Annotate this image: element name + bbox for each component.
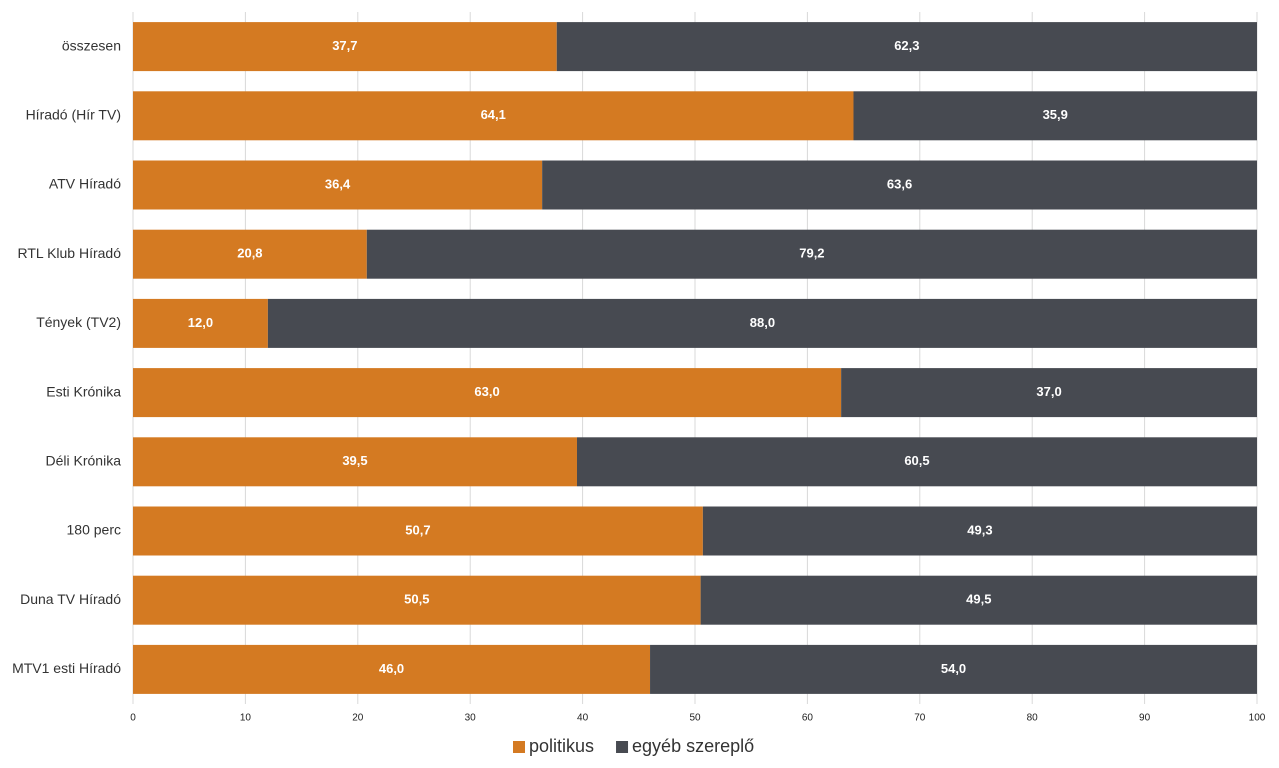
y-tick-label: Híradó (Hír TV): [26, 107, 121, 123]
y-tick-label: MTV1 esti Híradó: [12, 660, 121, 676]
value-label: 54,0: [941, 661, 966, 676]
value-label: 36,4: [325, 176, 351, 191]
value-label: 35,9: [1043, 107, 1068, 122]
bar-segment: [542, 160, 1257, 210]
bar-segment: [133, 644, 651, 694]
value-label: 60,5: [904, 453, 929, 468]
legend-swatch: [616, 741, 629, 753]
value-label: 20,8: [237, 246, 262, 261]
y-tick-label: RTL Klub Híradó: [18, 245, 122, 261]
x-tick-label: 60: [802, 713, 814, 724]
y-tick-label: összesen: [62, 37, 121, 53]
bar-segment: [576, 437, 1257, 487]
x-tick-label: 100: [1249, 713, 1266, 724]
value-label: 62,3: [894, 38, 919, 53]
value-label: 46,0: [379, 661, 404, 676]
x-tick-label: 20: [352, 713, 364, 724]
bar-segment: [133, 298, 268, 348]
bar-segment: [366, 229, 1257, 279]
value-label: 79,2: [799, 246, 824, 261]
y-tick-label: Déli Krónika: [46, 453, 122, 469]
bar-segment: [133, 575, 701, 625]
bar-segment: [267, 298, 1257, 348]
x-tick-label: 10: [240, 713, 252, 724]
x-tick-label: 70: [914, 713, 926, 724]
value-label: 50,5: [404, 592, 429, 607]
legend-label: politikus: [529, 736, 594, 756]
y-tick-label: Tények (TV2): [36, 314, 121, 330]
x-tick-label: 30: [465, 713, 477, 724]
bar-segment: [133, 229, 367, 279]
x-tick-label: 40: [577, 713, 589, 724]
bar-segment: [702, 506, 1257, 556]
value-label: 49,3: [967, 522, 992, 537]
y-tick-label: ATV Híradó: [49, 176, 121, 192]
value-label: 39,5: [342, 453, 367, 468]
bar-segment: [133, 368, 842, 418]
value-label: 12,0: [188, 315, 213, 330]
bar-segment: [700, 575, 1257, 625]
y-tick-label: Esti Krónika: [46, 383, 121, 399]
x-tick-label: 90: [1139, 713, 1151, 724]
value-label: 50,7: [405, 522, 430, 537]
value-label: 63,6: [887, 176, 912, 191]
bar-segment: [650, 644, 1257, 694]
value-label: 37,7: [332, 38, 357, 53]
value-label: 49,5: [966, 592, 991, 607]
x-tick-label: 50: [689, 713, 701, 724]
x-tick-label: 0: [130, 713, 136, 724]
bar-segment: [133, 506, 703, 556]
y-tick-label: Duna TV Híradó: [20, 591, 121, 607]
legend-swatch: [513, 741, 525, 753]
value-label: 37,0: [1036, 384, 1061, 399]
legend-label: egyéb szereplő: [632, 736, 754, 756]
bar-segment: [133, 22, 557, 72]
value-label: 63,0: [474, 384, 499, 399]
bar-segment: [853, 91, 1257, 141]
bar-segment: [556, 22, 1257, 72]
bar-segment: [841, 368, 1257, 418]
x-tick-label: 80: [1027, 713, 1039, 724]
bar-segment: [133, 91, 854, 141]
value-label: 64,1: [481, 107, 506, 122]
value-label: 88,0: [750, 315, 775, 330]
bar-segment: [133, 160, 543, 210]
y-tick-label: 180 perc: [67, 522, 121, 538]
bar-segment: [133, 437, 577, 487]
